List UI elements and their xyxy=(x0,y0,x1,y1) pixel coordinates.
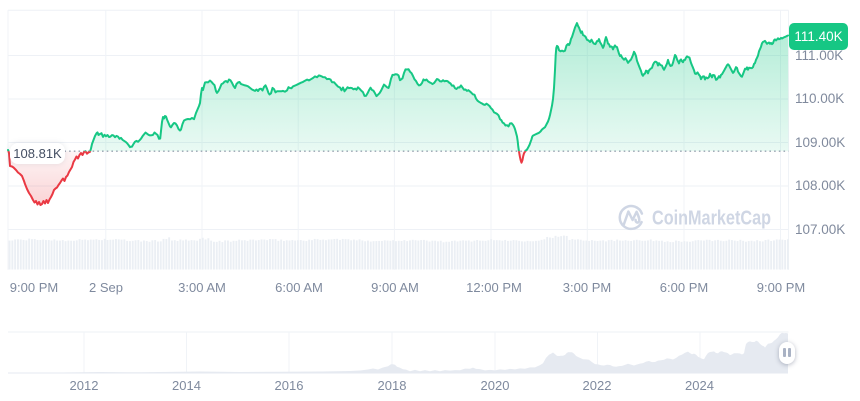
svg-text:CoinMarketCap: CoinMarketCap xyxy=(652,207,771,230)
